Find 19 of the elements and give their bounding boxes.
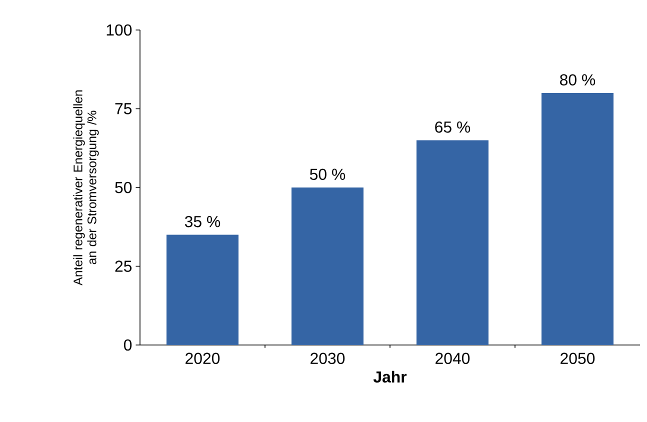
data-label: 35 %	[184, 216, 220, 228]
bar	[542, 92, 614, 345]
y-tick-label: 25	[115, 260, 132, 272]
x-tick-label: 2020	[186, 352, 220, 364]
y-tick-label: 75	[115, 103, 132, 114]
bar	[292, 188, 364, 345]
y-tick-label: 100	[106, 24, 132, 36]
data-label: 50 %	[310, 168, 346, 180]
y-tick-label: 50	[115, 182, 132, 194]
data-label: 80 %	[560, 74, 596, 86]
y-axis-title: Anteil regenerativer Energiequellen an der Stromversorgung /%	[73, 90, 99, 286]
x-tick-label: 2050	[560, 352, 595, 364]
x-axis-title: Jahr	[373, 370, 407, 383]
bar	[166, 234, 239, 345]
x-tick-label: 2030	[310, 352, 345, 364]
bar	[416, 140, 489, 345]
data-label: 65 %	[435, 121, 470, 133]
x-tick-label: 2040	[436, 352, 470, 364]
y-tick-label: 0	[124, 339, 132, 351]
